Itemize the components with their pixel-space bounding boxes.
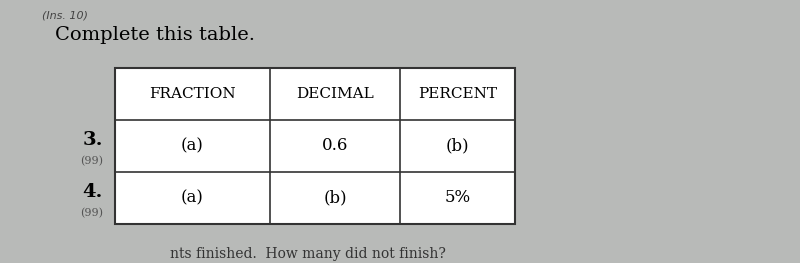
Text: 0.6: 0.6 xyxy=(322,138,348,154)
Text: DECIMAL: DECIMAL xyxy=(296,87,374,101)
Text: (99): (99) xyxy=(80,208,103,218)
Text: (a): (a) xyxy=(181,190,204,206)
Text: (a): (a) xyxy=(181,138,204,154)
Text: 3.: 3. xyxy=(82,131,103,149)
Text: 5%: 5% xyxy=(445,190,470,206)
Text: (b): (b) xyxy=(323,190,347,206)
Text: FRACTION: FRACTION xyxy=(149,87,236,101)
Text: Complete this table.: Complete this table. xyxy=(55,26,255,44)
Text: (99): (99) xyxy=(80,156,103,166)
Text: PERCENT: PERCENT xyxy=(418,87,497,101)
Text: (b): (b) xyxy=(446,138,470,154)
Text: (Ins. 10): (Ins. 10) xyxy=(42,10,88,20)
Bar xyxy=(115,68,515,224)
Text: nts finished.  How many did not finish?: nts finished. How many did not finish? xyxy=(170,247,446,261)
Text: 4.: 4. xyxy=(82,183,103,201)
